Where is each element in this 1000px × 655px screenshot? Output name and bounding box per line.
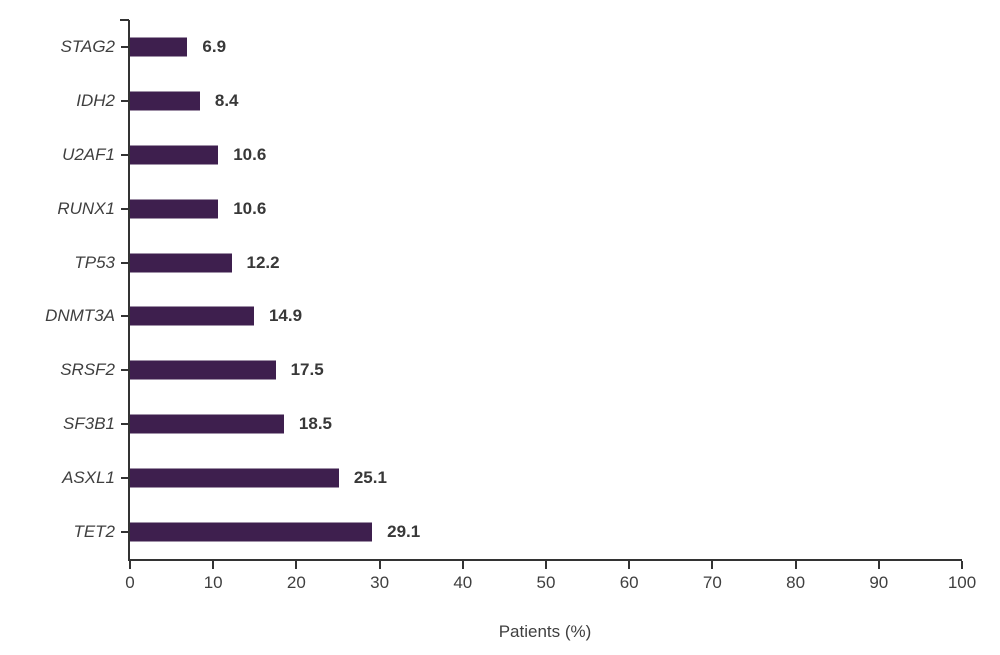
x-axis-tick xyxy=(295,561,298,569)
category-label: SF3B1 xyxy=(63,414,115,434)
value-label: 25.1 xyxy=(353,468,387,488)
bar xyxy=(130,253,232,273)
bar xyxy=(130,199,219,219)
bar xyxy=(130,360,276,380)
bar-row: IDH2 8.4 xyxy=(76,74,962,128)
x-axis-tick-label: 30 xyxy=(370,573,390,592)
bar xyxy=(130,414,284,434)
bar-row: DNMT3A 14.9 xyxy=(45,290,962,344)
bar xyxy=(130,522,373,542)
value-label: 10.6 xyxy=(233,144,267,164)
value-label: 18.5 xyxy=(298,414,332,434)
x-axis-tick-label: 50 xyxy=(536,573,556,592)
value-label: 6.9 xyxy=(202,36,227,56)
bar-row: TET2 29.1 xyxy=(73,505,962,559)
x-axis-title: Patients (%) xyxy=(498,622,592,641)
y-axis-tick xyxy=(121,99,129,102)
y-axis-tick xyxy=(121,315,129,318)
category-label: RUNX1 xyxy=(57,198,115,218)
x-axis-tick xyxy=(794,561,797,569)
bar xyxy=(130,306,254,326)
x-axis-tick xyxy=(129,561,131,569)
category-label: U2AF1 xyxy=(62,144,115,164)
x-axis-tick xyxy=(628,561,631,569)
category-label: TP53 xyxy=(74,252,115,272)
x-axis-tick-label: 20 xyxy=(286,573,306,592)
value-label: 17.5 xyxy=(290,360,324,380)
x-axis-tick-label: 100 xyxy=(947,573,977,592)
category-label: SRSF2 xyxy=(60,360,115,380)
x-axis-tick-label: 90 xyxy=(869,573,889,592)
x-axis-tick-label: 80 xyxy=(786,573,806,592)
y-axis-tick xyxy=(121,207,129,210)
y-axis-tick xyxy=(121,531,129,534)
category-label: IDH2 xyxy=(76,90,115,110)
x-axis-tick-label: 70 xyxy=(702,573,722,592)
value-label: 14.9 xyxy=(268,306,303,326)
bar-row: STAG2 6.9 xyxy=(61,20,962,74)
bar-row: TP53 12.2 xyxy=(74,236,962,290)
category-label: DNMT3A xyxy=(45,306,115,326)
bar xyxy=(130,468,339,488)
bar-row: U2AF1 10.6 xyxy=(62,128,962,182)
y-axis-tick xyxy=(121,477,129,480)
value-label: 8.4 xyxy=(214,90,239,110)
y-axis-tick xyxy=(121,153,129,156)
category-label: TET2 xyxy=(73,522,115,542)
y-axis-tick xyxy=(121,45,129,48)
x-axis-tick xyxy=(212,561,215,569)
x-axis-tick-label: 40 xyxy=(453,573,473,592)
x-axis-tick xyxy=(877,561,880,569)
plot-area: STAG2 6.9 IDH2 8.4 U2AF1 10.6 RUNX1 10.6… xyxy=(45,19,976,592)
bar-row: RUNX1 10.6 xyxy=(57,182,962,236)
category-label: STAG2 xyxy=(60,36,115,56)
x-axis-tick xyxy=(378,561,381,569)
value-label: 10.6 xyxy=(233,198,267,218)
x-axis-tick xyxy=(461,561,464,569)
bar xyxy=(130,91,200,111)
x-axis-tick-label: 0 xyxy=(125,573,135,592)
bar-row: SRSF2 17.5 xyxy=(60,343,962,397)
value-label: 12.2 xyxy=(246,252,280,272)
category-label: ASXL1 xyxy=(62,468,115,488)
y-axis-tick xyxy=(121,369,129,372)
x-axis-tick xyxy=(711,561,714,569)
bar xyxy=(130,145,219,165)
x-axis-tick-label: 60 xyxy=(619,573,639,592)
x-axis-tick xyxy=(961,561,963,569)
bar xyxy=(130,37,188,57)
bar-row: ASXL1 25.1 xyxy=(62,451,962,505)
x-axis-tick-label: 10 xyxy=(203,573,223,592)
y-axis-tick xyxy=(121,423,129,426)
bar-row: SF3B1 18.5 xyxy=(63,397,962,451)
x-axis-tick xyxy=(545,561,547,569)
y-axis-tick xyxy=(121,261,129,264)
y-axis-top-cap xyxy=(120,19,129,21)
value-label: 29.1 xyxy=(387,522,421,542)
